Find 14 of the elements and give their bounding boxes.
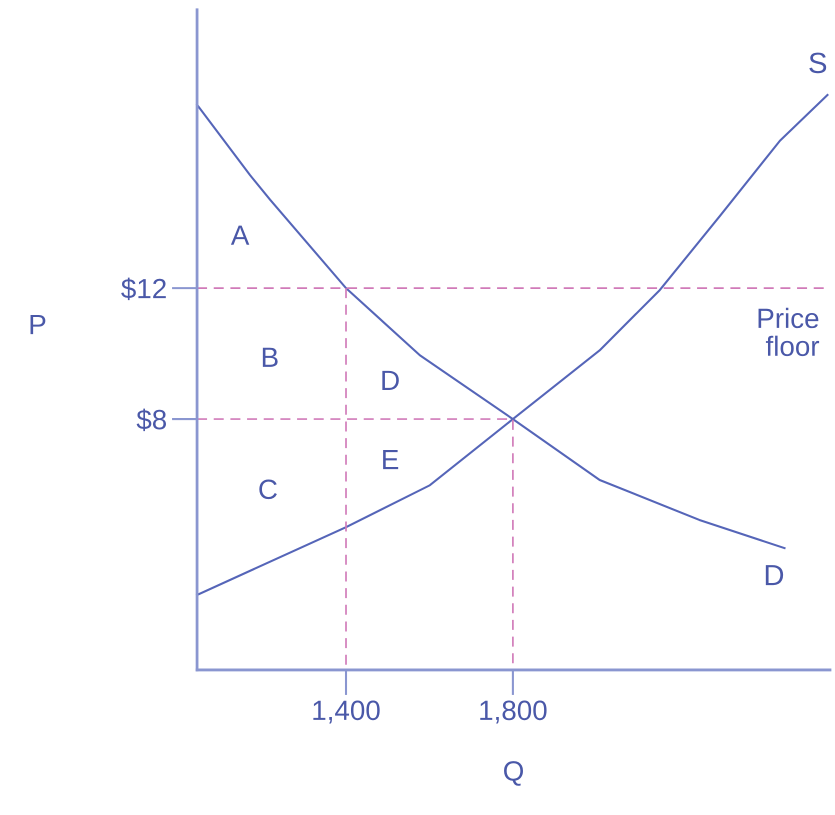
annotation: B	[262, 348, 278, 367]
annotation: C	[259, 479, 277, 500]
y-axis-title: P	[30, 314, 46, 334]
y-tick-label: $12	[121, 278, 166, 300]
x-tick-label: 1,400	[313, 700, 380, 724]
ref-line-label: Price floor	[758, 308, 820, 356]
annotation: D	[382, 370, 399, 390]
x-tick-label: 1,800	[480, 700, 547, 724]
annotation: A	[230, 226, 250, 245]
annotation: E	[383, 450, 398, 470]
y-tick-label: $8	[136, 408, 166, 432]
series-label: S	[809, 52, 826, 74]
series-label: D	[766, 565, 784, 586]
x-axis-title: Q	[504, 761, 523, 786]
